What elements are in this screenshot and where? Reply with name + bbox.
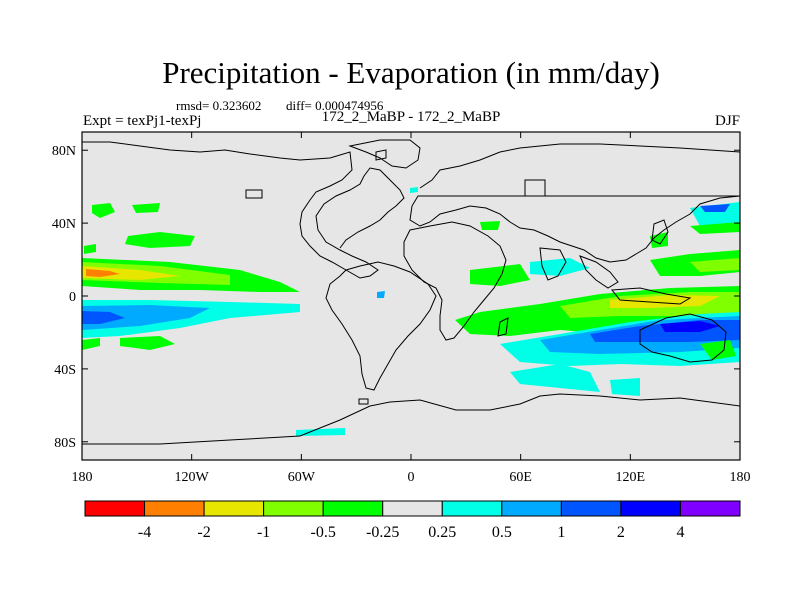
atlantic-cyan-spot: [377, 291, 385, 298]
latitude-labels: 80N 40N 0 40S 80S: [52, 144, 76, 451]
coastline-box-island: [524, 179, 546, 197]
colorbar-labels: -4 -2 -1 -0.5 -0.25 0.25 0.5 1 2 4: [138, 524, 685, 541]
atlantic-cyan-spot-2: [410, 187, 418, 193]
coastline-africa: [403, 221, 507, 341]
nwpac-lightgreen: [690, 258, 740, 272]
pacific-lightblue-band: [82, 305, 210, 330]
coastline-madagascar: [497, 317, 509, 337]
colorbar-box: [679, 500, 741, 517]
lat-tick-label: 40N: [52, 217, 76, 232]
colorbar: [84, 500, 741, 517]
npac-east-green: [690, 222, 740, 234]
lon-tick-label: 120W: [175, 470, 210, 485]
pacific-green-south: [120, 336, 175, 350]
coastline-south-america: [325, 261, 437, 391]
axis-ticks: [81, 132, 741, 460]
lon-tick-label: 180: [72, 470, 93, 485]
longitude-labels: 180 120W 60W 0 60E 120E 180: [72, 470, 751, 485]
japan-green-patch: [650, 232, 668, 248]
experiment-label: Expt = texPj1-texPj: [83, 113, 201, 129]
coastline-japan: [651, 219, 669, 245]
pacific-yellow-band: [82, 266, 180, 280]
south-indian-cyan-2: [610, 378, 640, 396]
colorbar-label: 0.5: [492, 524, 512, 541]
lat-tick-label: 0: [69, 290, 76, 305]
season-label: DJF: [715, 113, 740, 129]
colorbar-label: 2: [617, 524, 625, 541]
coastline-india: [539, 247, 567, 281]
coastline-hudson-island: [375, 149, 387, 161]
coastline-eurasia: [409, 143, 740, 263]
colorbar-box: [263, 500, 324, 517]
npac-east-blue: [700, 204, 730, 212]
southern-cyan-streak: [296, 428, 345, 436]
lat-tick-label: 80N: [52, 144, 76, 159]
colorbar-box: [441, 500, 503, 517]
io-darkblue-core: [660, 321, 720, 332]
africa-green-patch: [470, 264, 530, 286]
npac-green-patch-3: [132, 203, 160, 213]
asia-cyan-patch: [530, 258, 590, 276]
colorbar-box: [203, 500, 265, 517]
colorbar-box: [560, 500, 622, 517]
gulf-green-patch: [480, 221, 500, 230]
colorbar-label: 1: [557, 524, 565, 541]
lon-tick-label: 60W: [288, 470, 316, 485]
io-yellow-band: [610, 295, 720, 308]
pacific-orange-core: [86, 269, 120, 277]
lat-tick-label: 40S: [54, 363, 76, 378]
coastline-australia: [639, 313, 727, 363]
rmsd-stat: rmsd= 0.323602: [176, 98, 261, 113]
lon-tick-label: 60E: [509, 470, 532, 485]
coastline-southeast-asia: [579, 255, 619, 289]
npac-green-patch-1: [92, 203, 115, 218]
aus-green-patch: [700, 340, 736, 360]
colorbar-label: -0.5: [311, 524, 336, 541]
colorbar-label: -4: [138, 524, 151, 541]
lon-tick-label: 120E: [616, 470, 646, 485]
coastline-box-sa-island: [358, 398, 369, 405]
pacific-green-south-2: [82, 338, 100, 350]
coastline-greenland: [348, 139, 421, 169]
colorbar-box: [322, 500, 384, 517]
pacific-blue-core: [82, 311, 125, 324]
south-indian-cyan: [510, 364, 600, 392]
lon-tick-label: 180: [730, 470, 751, 485]
colorbar-label: 4: [676, 524, 684, 541]
colorbar-label: -2: [197, 524, 210, 541]
diff-stat: diff= 0.000474956: [286, 98, 384, 113]
map-panel: [82, 132, 740, 460]
colorbar-box: [620, 500, 681, 517]
colorbar-label: -0.25: [366, 524, 399, 541]
colorbar-label: 0.25: [428, 524, 456, 541]
coastline-north-america: [82, 141, 405, 279]
coastlines: [82, 139, 740, 460]
npac-green-patch-4: [84, 244, 96, 254]
coastline-indonesia: [611, 287, 692, 305]
lat-tick-label: 80S: [54, 436, 76, 451]
colorbar-box: [382, 500, 443, 517]
colorbar-label: -1: [257, 524, 270, 541]
plot-title: Precipitation - Evaporation (in mm/day): [162, 55, 660, 90]
coastline-antarctica: [82, 393, 740, 460]
npac-green-patch-2: [125, 232, 195, 248]
colorbar-box: [501, 500, 562, 517]
colorbar-box: [144, 500, 205, 517]
colorbar-box: [84, 500, 146, 517]
lon-tick-label: 0: [408, 470, 415, 485]
case-label: 172_2_MaBP - 172_2_MaBP: [322, 109, 501, 125]
coastline-box-atlantic: [245, 189, 263, 199]
